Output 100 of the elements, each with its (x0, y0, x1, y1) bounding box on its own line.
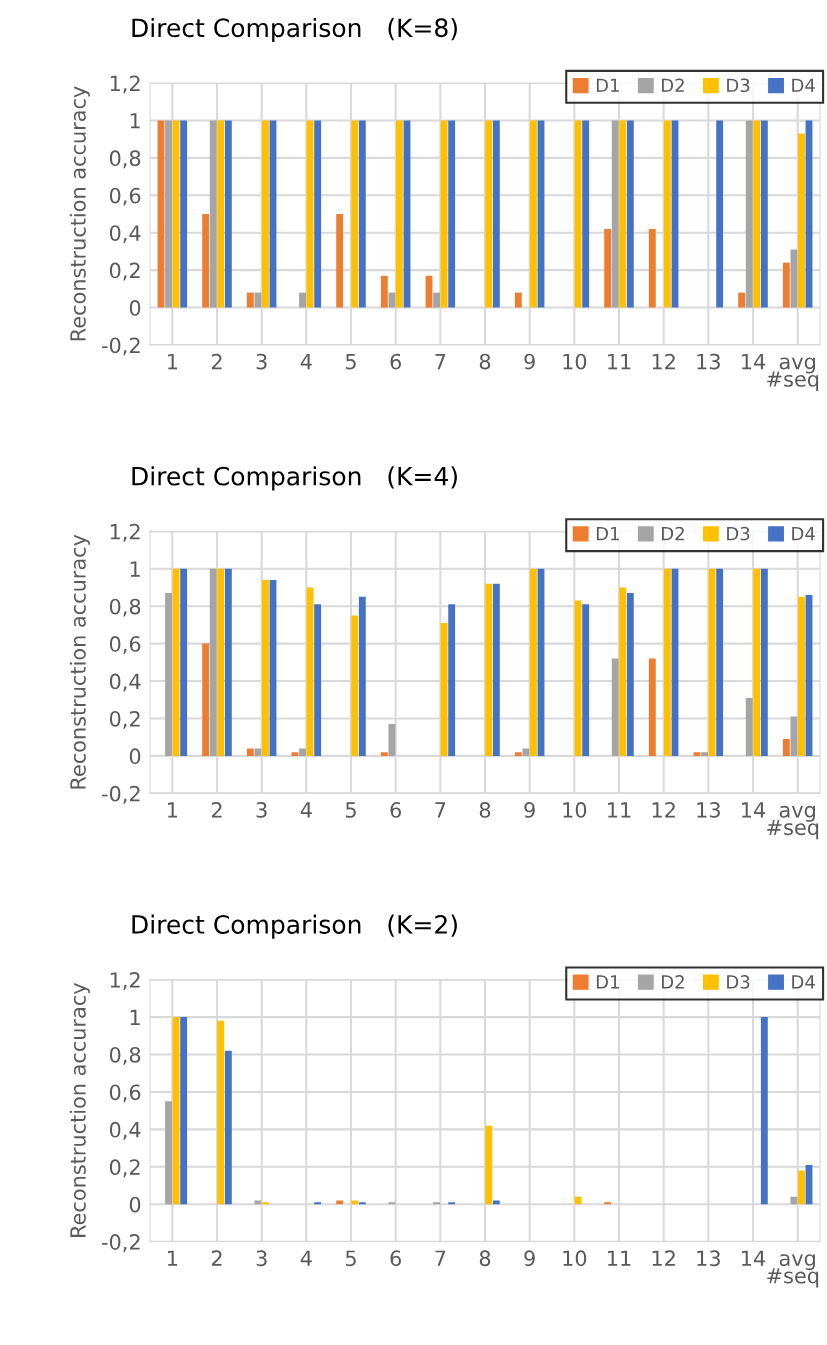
bar (165, 120, 172, 308)
bar (664, 120, 671, 308)
bar (582, 120, 590, 308)
bar (701, 752, 708, 756)
legend-label: D2 (662, 975, 684, 989)
legend-label: D4 (792, 527, 815, 541)
bar (760, 568, 768, 756)
x-tick-label: 5 (345, 353, 356, 370)
bar (574, 120, 582, 308)
y-tick-label: 0,2 (109, 262, 140, 281)
x-tick-label: 7 (435, 1250, 446, 1266)
x-tick-label: 2 (211, 1250, 222, 1266)
y-tick-label: 0,8 (109, 1046, 141, 1065)
bar (604, 228, 612, 308)
x-tick-label: 11 (608, 802, 631, 818)
bar (396, 120, 403, 308)
bar (202, 643, 210, 756)
x-tick-label: 7 (435, 802, 446, 818)
bar (514, 752, 522, 756)
bar (798, 596, 805, 756)
y-tick-label: -0,2 (102, 785, 140, 804)
bar (165, 1101, 172, 1205)
bar (351, 120, 359, 308)
bar (180, 120, 188, 308)
bar (433, 292, 440, 308)
bar (299, 292, 306, 308)
bar (745, 120, 753, 308)
x-tick-label: 2 (211, 353, 222, 370)
legend-label: D3 (727, 975, 750, 989)
y-tick-label: 0,6 (109, 1084, 141, 1103)
x-tick-label: 14 (742, 353, 766, 370)
bar (619, 120, 627, 308)
bar (611, 120, 619, 308)
bar (790, 1196, 798, 1205)
x-tick-label: 9 (524, 802, 535, 818)
legend-label: D2 (662, 526, 684, 541)
x-tick-label: 12 (652, 802, 675, 818)
chart-title: Direct Comparison (K=8) (132, 17, 457, 43)
bar (626, 593, 634, 756)
legend-label: D2 (662, 78, 684, 92)
bar (358, 596, 366, 756)
bar (202, 214, 210, 308)
y-axis-title: Reconstruction accuracy (69, 534, 90, 789)
bar (485, 583, 493, 756)
x-tick-label: 4 (300, 353, 312, 370)
x-tick-label: 13 (697, 1250, 720, 1267)
x-tick-label: 9 (524, 1250, 535, 1267)
y-axis-title: Reconstruction accuracy (69, 86, 90, 341)
x-tick-label: 13 (697, 802, 720, 818)
x-tick-label: 8 (479, 802, 491, 818)
x-tick-label: 9 (524, 353, 535, 370)
bar (798, 133, 805, 308)
bar (380, 275, 388, 308)
y-tick-label: -0,2 (102, 337, 140, 356)
x-tick-label: 1 (167, 353, 178, 370)
chart-title: Direct Comparison (K=4) (132, 466, 457, 491)
x-tick-label: 5 (345, 1250, 356, 1267)
bar (738, 292, 746, 308)
x-tick-label: 10 (563, 353, 587, 370)
bar (388, 724, 396, 756)
bar (753, 568, 761, 756)
y-tick-label: 0,4 (109, 673, 141, 692)
x-tick-label: 12 (652, 1250, 675, 1266)
x-tick-label: 13 (697, 353, 720, 370)
x-tick-label: 14 (742, 1250, 766, 1266)
y-tick-label: 1 (130, 1009, 140, 1026)
bar (336, 1200, 344, 1205)
bar (440, 120, 448, 308)
bar (172, 1017, 180, 1205)
y-tick-label: 0,2 (109, 710, 140, 729)
bar (708, 568, 716, 756)
bar (530, 120, 537, 308)
x-tick-label: 6 (390, 1250, 401, 1267)
x-tick-label: avg (779, 805, 815, 822)
bar (180, 1017, 188, 1205)
x-tick-label: 1 (167, 802, 178, 818)
bar (351, 615, 359, 756)
bar (626, 120, 634, 308)
x-tick-label: 11 (608, 353, 631, 370)
bar (782, 262, 790, 308)
legend-label: D1 (596, 975, 619, 989)
x-tick-label: 10 (563, 1250, 587, 1267)
bar (254, 1200, 262, 1205)
x-tick-label: 1 (167, 1250, 178, 1266)
x-tick-label: 3 (256, 1250, 267, 1267)
bar (782, 739, 790, 756)
y-tick-label: 0,8 (109, 150, 141, 169)
bar (664, 568, 671, 756)
bar (224, 568, 232, 756)
bar (262, 579, 269, 756)
y-tick-label: 1,2 (110, 972, 140, 990)
bar (351, 1200, 359, 1205)
bar (790, 249, 798, 308)
y-tick-label: 0,4 (109, 225, 141, 244)
bar (291, 752, 299, 756)
bar (492, 583, 500, 756)
legend-label: D4 (792, 975, 815, 989)
x-tick-label: 3 (256, 802, 267, 818)
bar (224, 120, 232, 308)
y-tick-label: 0,4 (109, 1121, 141, 1140)
